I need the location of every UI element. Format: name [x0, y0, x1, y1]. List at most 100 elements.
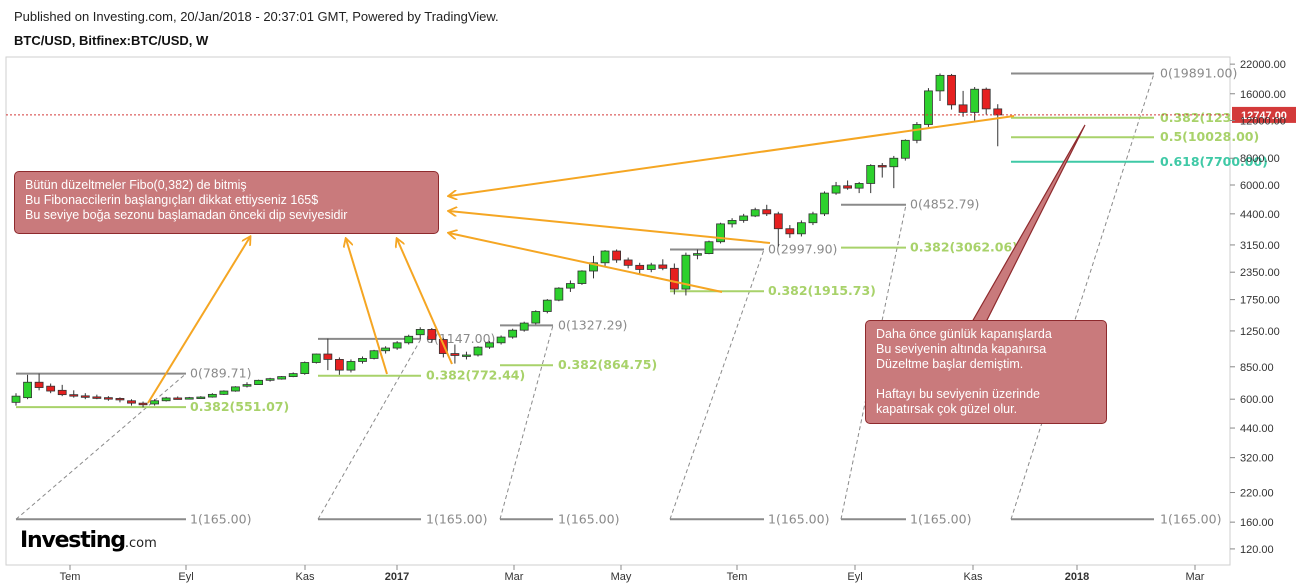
fib-trend-line: [15, 373, 187, 520]
candle-body: [739, 215, 749, 221]
candle: [762, 204, 772, 216]
candle-body: [334, 359, 344, 371]
fib-level-label: 0.382(864.75): [558, 357, 657, 372]
fib-trend-line: [840, 204, 907, 520]
candle-body: [69, 394, 79, 397]
candle: [820, 191, 829, 216]
candle: [242, 382, 252, 388]
candle: [80, 393, 90, 400]
y-tick-label: 6000.00: [1240, 180, 1280, 192]
last-price-tag: [1232, 106, 1296, 123]
candle: [392, 341, 402, 350]
candle: [161, 396, 171, 402]
annotation-arrow: [449, 115, 1015, 196]
fib-level-label: 1(165.00): [426, 511, 487, 526]
candle-body: [854, 183, 864, 189]
fib-level-label: 0.5(10028.00): [1160, 129, 1259, 144]
fib-trend-line: [499, 325, 554, 520]
candle-body: [242, 384, 252, 387]
candle: [138, 401, 148, 408]
candle: [554, 287, 564, 302]
candle-body: [11, 395, 21, 403]
symbol-title: BTC/USD, Bitfinex:BTC/USD, W: [14, 33, 209, 48]
candle-body: [277, 376, 287, 380]
candle: [323, 338, 333, 371]
fib-level-label: 0(1327.29): [558, 317, 627, 332]
candle-body: [80, 395, 90, 398]
candle: [104, 396, 113, 401]
candle-body: [658, 264, 668, 269]
candle-body: [346, 361, 356, 371]
candle: [889, 155, 899, 189]
candle: [912, 122, 922, 144]
candle-body: [265, 378, 275, 381]
candle-body: [404, 335, 414, 344]
logo-suffix: .com: [124, 536, 157, 551]
y-tick-label: 22000.00: [1240, 59, 1286, 71]
candle: [508, 328, 518, 339]
candle: [566, 280, 575, 292]
candle-body: [716, 223, 725, 243]
candle-body: [612, 250, 621, 261]
candles: [11, 73, 1003, 408]
candle-body: [820, 192, 829, 215]
candle-body: [115, 398, 125, 401]
fib-level-label: 0.618(7700.00): [1160, 154, 1268, 169]
y-tick-label: 2350.00: [1240, 267, 1280, 279]
candle: [947, 73, 956, 110]
candle: [404, 334, 414, 345]
investing-logo: Investing.com: [20, 528, 157, 553]
y-tick-label: 850.00: [1240, 362, 1274, 374]
candle: [277, 375, 287, 380]
candle: [254, 379, 263, 385]
candle: [150, 399, 160, 406]
candle: [843, 180, 852, 190]
callout-right: Daha önce günlük kapanışlarda Bu seviyen…: [865, 320, 1107, 424]
candle-body: [542, 299, 552, 312]
fib-level-label: 0(1147.00): [426, 331, 495, 346]
candle-body: [797, 222, 806, 235]
plot-area: [5, 56, 1231, 566]
candle-body: [369, 350, 379, 359]
candle-body: [843, 185, 852, 189]
x-tick-label: 2017: [385, 571, 409, 583]
candle: [346, 359, 356, 373]
callout-left: Bütün düzeltmeler Fibo(0,382) de bitmiş …: [14, 171, 439, 234]
x-tick-label: Eyl: [847, 571, 862, 583]
candle: [450, 344, 460, 364]
callout-right-line-1: Daha önce günlük kapanışlarda: [876, 327, 1052, 341]
candle-body: [924, 90, 933, 125]
candle: [993, 104, 1003, 147]
candle-body: [566, 283, 575, 289]
fib-level-label: 0.382(551.07): [190, 399, 289, 414]
annotation-arrow: [449, 233, 723, 293]
y-tick-label: 120.00: [1240, 544, 1274, 556]
candle-body: [762, 209, 772, 215]
candle-body: [219, 390, 229, 395]
candle: [485, 341, 494, 349]
candle-body: [231, 386, 240, 392]
candle-body: [415, 329, 425, 336]
y-tick-label: 4400.00: [1240, 209, 1280, 221]
candle: [473, 346, 483, 357]
x-tick-label: Kas: [964, 571, 983, 583]
candle-body: [127, 400, 136, 404]
fib-trend-line: [1010, 73, 1155, 520]
candle-body: [300, 362, 310, 375]
candle-body: [750, 209, 760, 217]
candle-body: [646, 264, 656, 270]
candle-body: [889, 157, 899, 168]
annotation-arrow: [147, 237, 250, 404]
candle: [288, 372, 298, 378]
annotation-arrow: [397, 239, 453, 365]
candle: [797, 220, 806, 237]
candle: [427, 327, 437, 343]
candle-body: [866, 165, 876, 184]
candle-body: [173, 397, 183, 400]
y-tick-label: 8000.00: [1240, 153, 1280, 165]
candle: [635, 262, 645, 275]
candle-body: [554, 287, 564, 301]
candle-body: [727, 220, 737, 225]
candle: [34, 373, 44, 391]
candle: [542, 299, 552, 314]
